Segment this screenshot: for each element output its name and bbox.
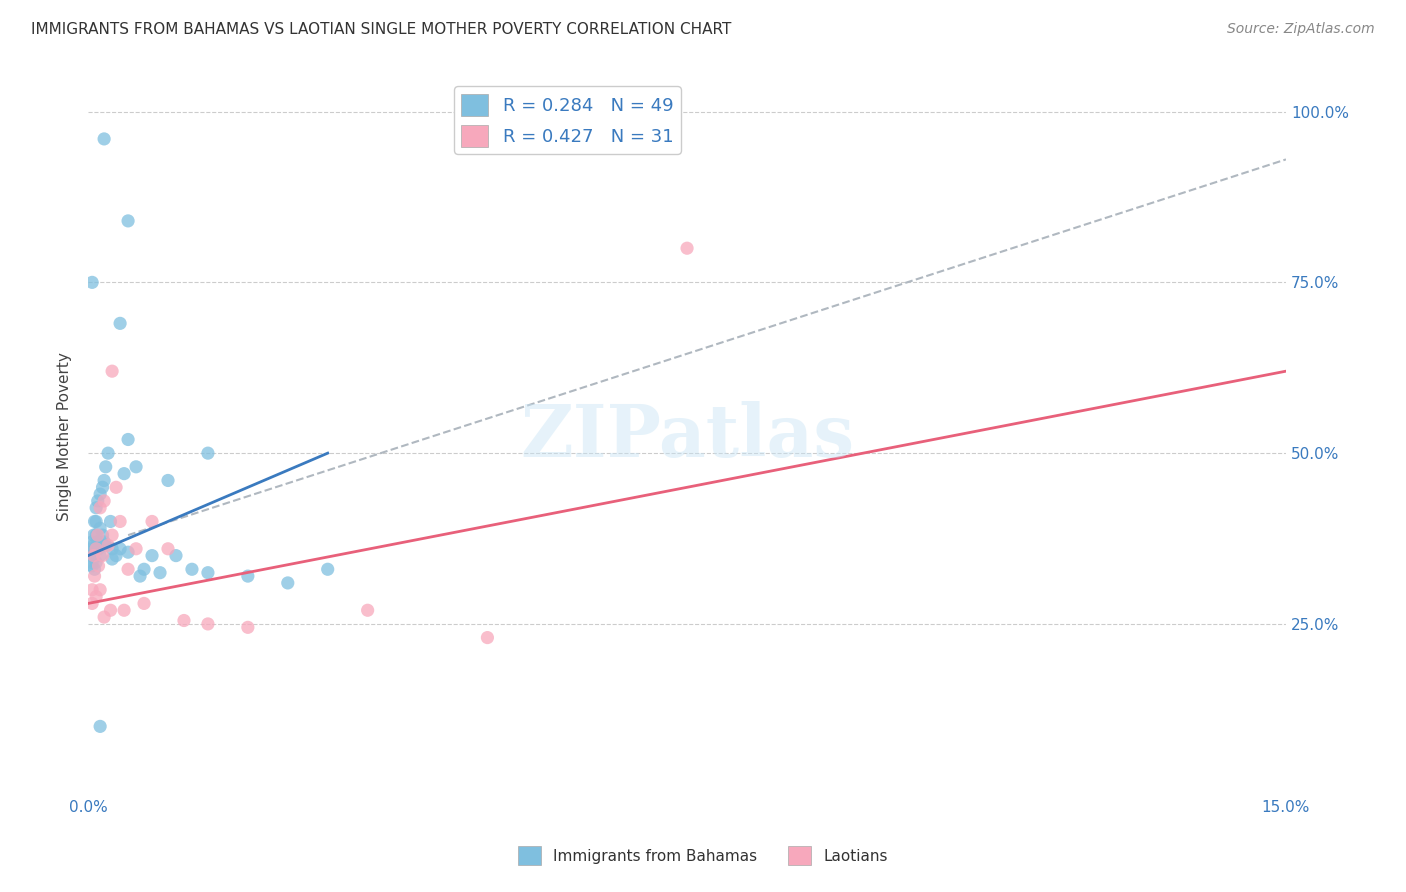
Point	[84, 500, 107, 515]
Point	[108, 541, 131, 556]
Point	[676, 241, 699, 255]
Point	[108, 317, 131, 331]
Point	[91, 480, 114, 494]
Point	[112, 603, 135, 617]
Point	[316, 562, 339, 576]
Text: ZIPatlas: ZIPatlas	[520, 401, 853, 472]
Point	[141, 549, 163, 563]
Point	[156, 541, 179, 556]
Point	[89, 719, 111, 733]
Text: IMMIGRANTS FROM BAHAMAS VS LAOTIAN SINGLE MOTHER POVERTY CORRELATION CHART: IMMIGRANTS FROM BAHAMAS VS LAOTIAN SINGL…	[31, 22, 731, 37]
Point	[82, 541, 104, 556]
Point	[125, 459, 148, 474]
Point	[89, 487, 111, 501]
Point	[108, 515, 131, 529]
Point	[101, 364, 124, 378]
Point	[112, 467, 135, 481]
Point	[82, 535, 104, 549]
Point	[82, 582, 104, 597]
Point	[141, 515, 163, 529]
Point	[94, 459, 117, 474]
Point	[236, 620, 259, 634]
Text: Source: ZipAtlas.com: Source: ZipAtlas.com	[1227, 22, 1375, 37]
Point	[117, 214, 139, 228]
Point	[132, 562, 155, 576]
Point	[132, 596, 155, 610]
Point	[94, 538, 117, 552]
Point	[83, 569, 105, 583]
Point	[93, 535, 115, 549]
Point	[83, 562, 105, 576]
Point	[197, 566, 219, 580]
Point	[105, 480, 128, 494]
Legend: R = 0.284   N = 49, R = 0.427   N = 31: R = 0.284 N = 49, R = 0.427 N = 31	[454, 87, 681, 154]
Point	[93, 132, 115, 146]
Point	[165, 549, 187, 563]
Point	[125, 541, 148, 556]
Point	[87, 541, 110, 556]
Point	[93, 474, 115, 488]
Point	[89, 500, 111, 515]
Point	[82, 596, 104, 610]
Point	[97, 446, 120, 460]
Point	[82, 556, 104, 570]
Y-axis label: Single Mother Poverty: Single Mother Poverty	[58, 351, 72, 521]
Point	[84, 556, 107, 570]
Point	[117, 433, 139, 447]
Point	[93, 610, 115, 624]
Point	[149, 566, 172, 580]
Point	[91, 549, 114, 563]
Point	[173, 614, 195, 628]
Point	[236, 569, 259, 583]
Point	[101, 528, 124, 542]
Point	[91, 528, 114, 542]
Point	[87, 535, 110, 549]
Point	[101, 552, 124, 566]
Point	[181, 562, 204, 576]
Point	[84, 528, 107, 542]
Point	[83, 545, 105, 559]
Point	[87, 528, 110, 542]
Point	[356, 603, 378, 617]
Legend: Immigrants from Bahamas, Laotians: Immigrants from Bahamas, Laotians	[512, 840, 894, 871]
Point	[84, 590, 107, 604]
Point	[129, 569, 152, 583]
Point	[82, 558, 104, 573]
Point	[84, 515, 107, 529]
Point	[89, 549, 111, 563]
Point	[83, 528, 105, 542]
Point	[105, 549, 128, 563]
Point	[93, 494, 115, 508]
Point	[117, 562, 139, 576]
Point	[100, 515, 122, 529]
Point	[87, 494, 110, 508]
Point	[83, 549, 105, 563]
Point	[82, 549, 104, 563]
Point	[82, 276, 104, 290]
Point	[89, 582, 111, 597]
Point	[117, 545, 139, 559]
Point	[83, 538, 105, 552]
Point	[97, 538, 120, 552]
Point	[477, 631, 499, 645]
Point	[156, 474, 179, 488]
Point	[197, 616, 219, 631]
Point	[100, 603, 122, 617]
Point	[197, 446, 219, 460]
Point	[89, 521, 111, 535]
Point	[101, 541, 124, 556]
Point	[83, 515, 105, 529]
Point	[87, 558, 110, 573]
Point	[84, 541, 107, 556]
Point	[277, 576, 299, 591]
